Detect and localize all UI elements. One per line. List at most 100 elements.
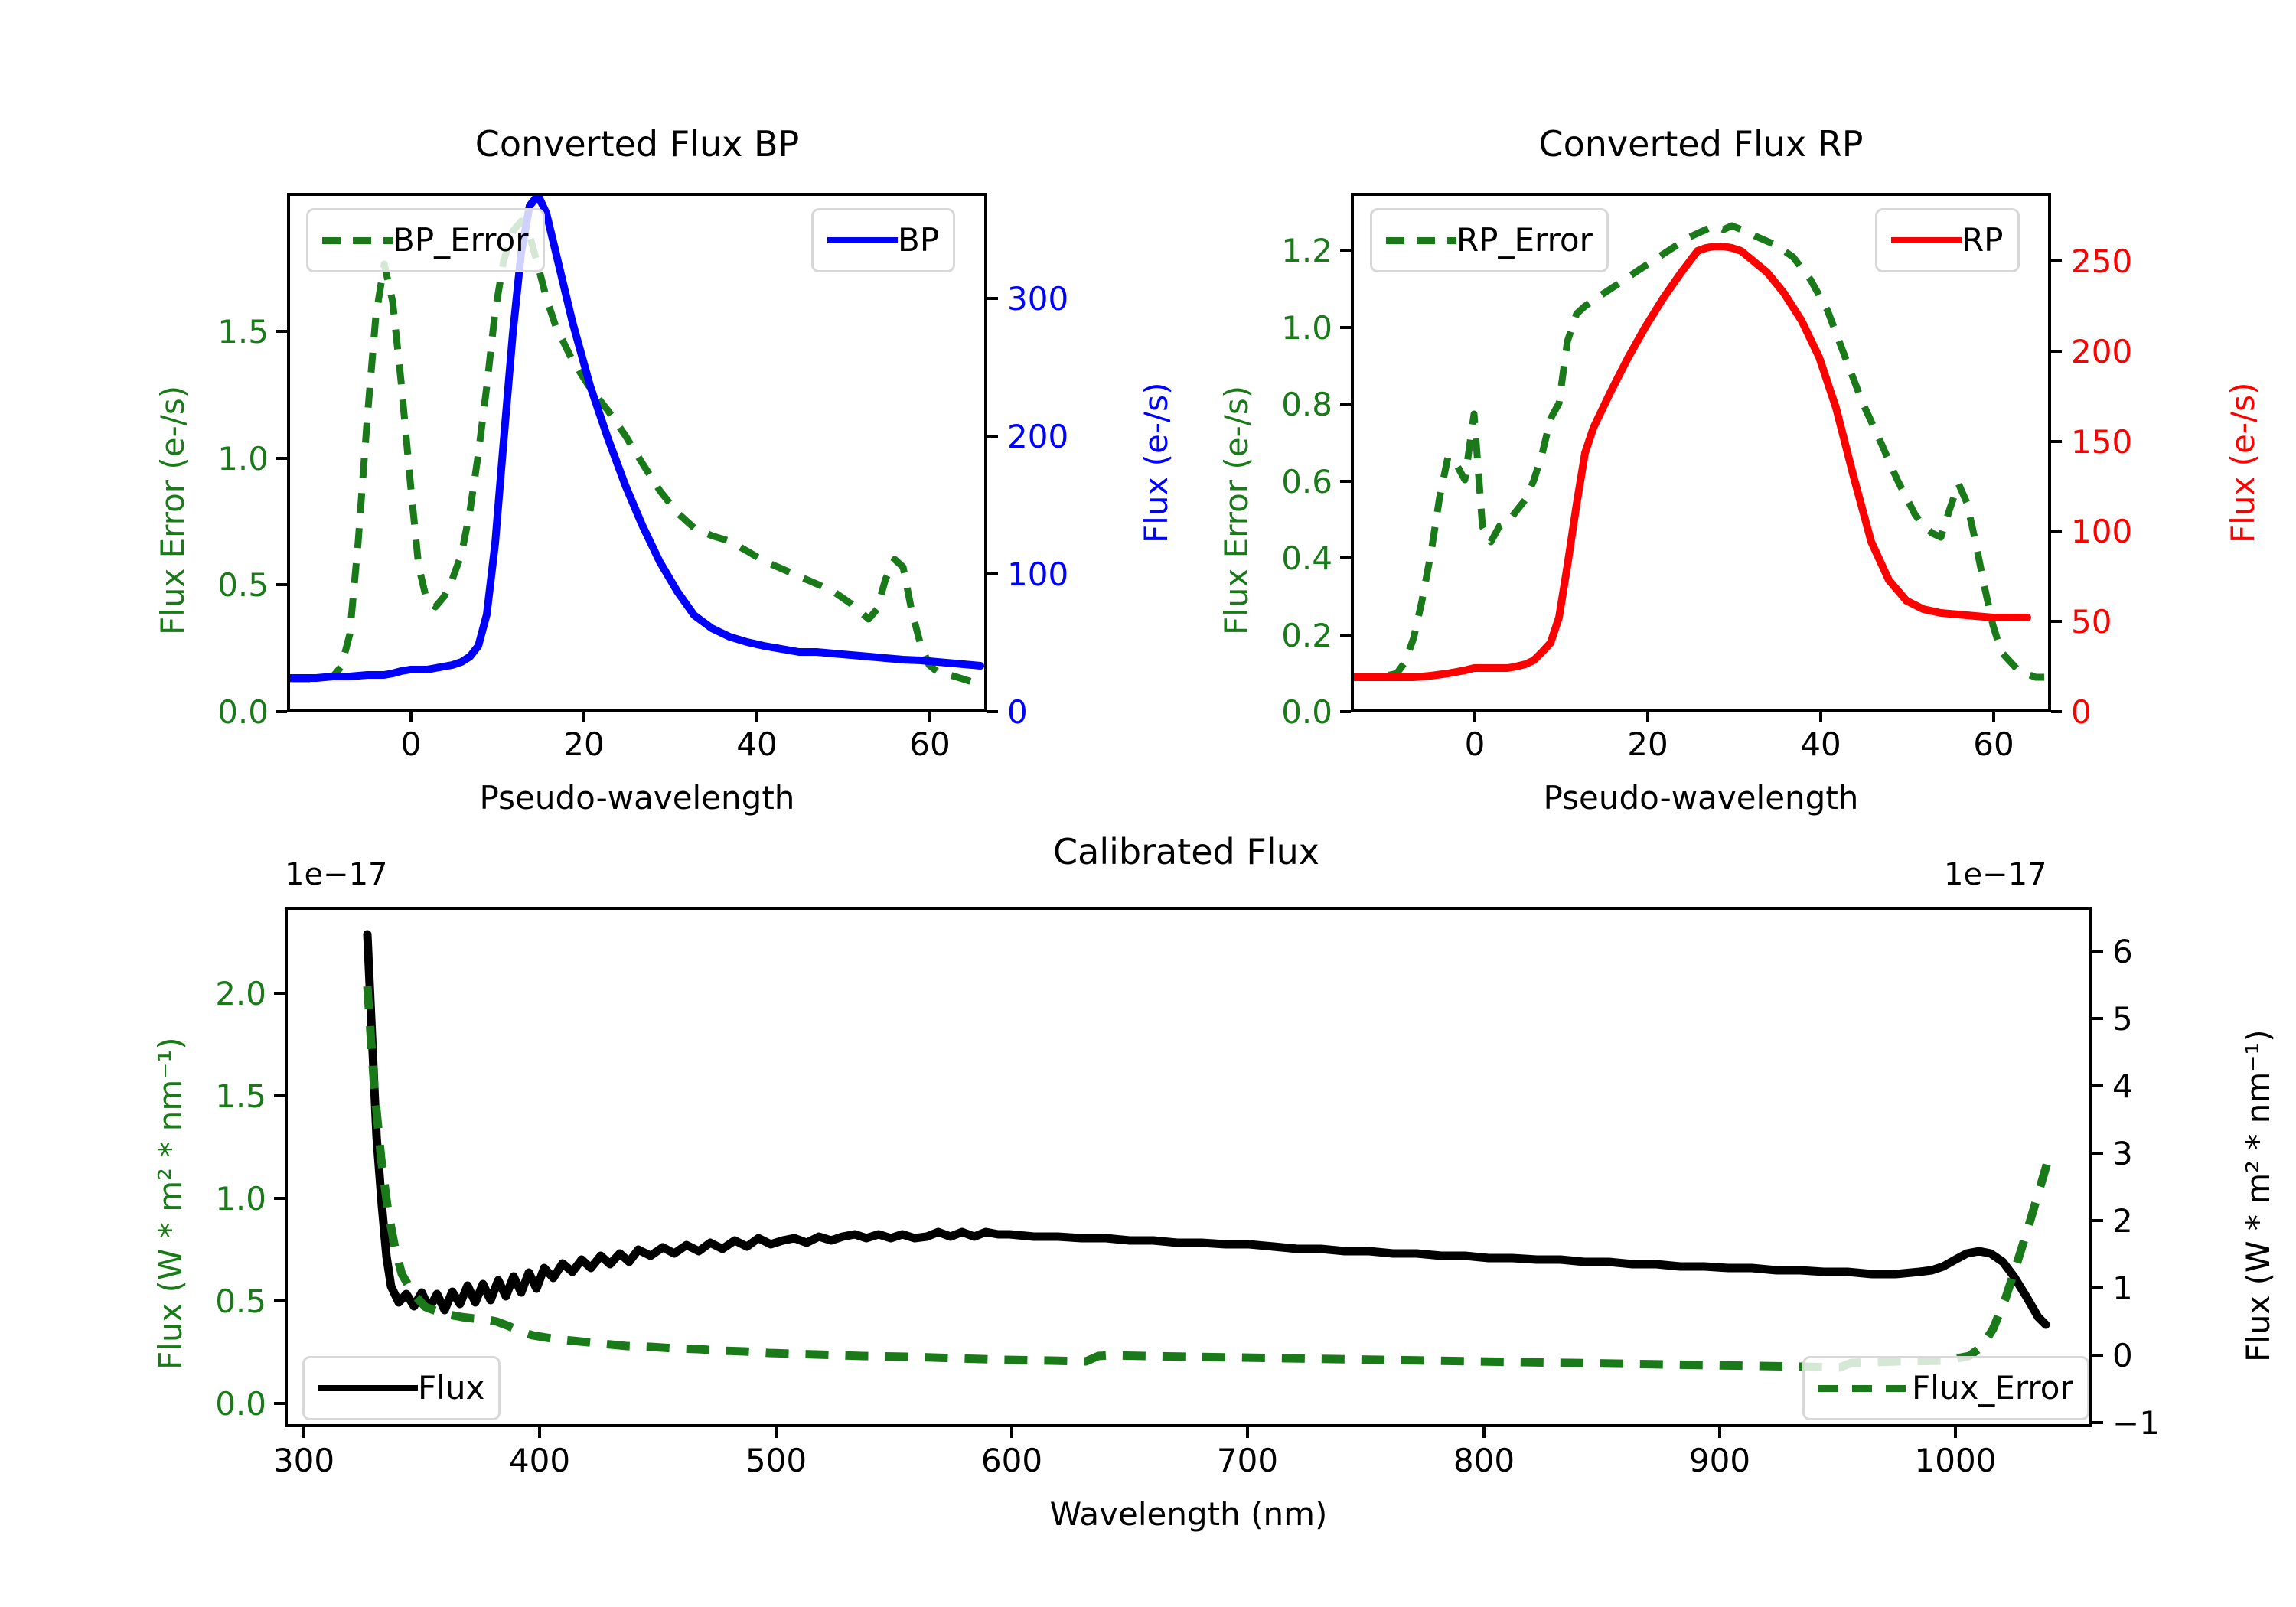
rp-right-tick-4 <box>2051 350 2062 353</box>
rp-error-legend-swatch <box>1386 236 1456 244</box>
rp-flux-legend-label: RP <box>1962 221 2004 259</box>
rp-x-ticklabel-0: 0 <box>1464 725 1486 763</box>
calibrated-right-ticklabel-6: 5 <box>2112 1000 2133 1038</box>
calibrated-left-tick-0 <box>274 1402 285 1405</box>
calibrated-flux-error-line <box>363 986 2053 1372</box>
rp-x-tick-1 <box>1646 712 1649 722</box>
bp-left-tick-0 <box>276 710 287 713</box>
rp-right-ticklabel-2: 100 <box>2071 513 2133 550</box>
bp-right-ticklabel-3: 300 <box>1007 280 1069 318</box>
rp-x-tick-0 <box>1473 712 1476 722</box>
rp-plot-area <box>1354 196 2048 709</box>
calibrated-left-ticklabel-0: 0.0 <box>215 1385 266 1423</box>
rp-left-tick-4 <box>1340 403 1351 406</box>
calibrated-right-ticklabel-7: 6 <box>2112 933 2133 970</box>
bp-left-axis-label: Flux Error (e-/s) <box>154 385 191 635</box>
calibrated-flux-legend[interactable]: Flux <box>302 1356 501 1420</box>
calibrated-right-tick-4 <box>2092 1152 2103 1155</box>
bp-right-tick-0 <box>987 710 998 713</box>
calibrated-right-tick-3 <box>2092 1219 2103 1222</box>
bp-series-svg <box>290 196 984 688</box>
bp-right-tick-2 <box>987 435 998 438</box>
bp-flux-legend-label: BP <box>898 221 940 259</box>
rp-right-ticklabel-0: 0 <box>2071 693 2092 731</box>
bp-error-legend-label: BP_Error <box>393 221 529 259</box>
calibrated-x-ticklabel-2: 500 <box>745 1442 807 1479</box>
bp-flux-legend[interactable]: BP <box>811 208 956 272</box>
calibrated-left-ticklabel-3: 1.5 <box>215 1077 266 1115</box>
bp-right-tick-3 <box>987 297 998 300</box>
rp-error-legend[interactable]: RP_Error <box>1370 208 1609 272</box>
calibrated-flux-error-legend[interactable]: Flux_Error <box>1802 1356 2089 1420</box>
bp-left-tick-2 <box>276 457 287 460</box>
bp-plot-frame <box>287 193 987 712</box>
rp-x-tick-2 <box>1819 712 1822 722</box>
rp-flux-legend-swatch <box>1891 237 1962 243</box>
calibrated-right-tick-1 <box>2092 1354 2103 1357</box>
rp-left-ticklabel-4: 0.8 <box>1281 386 1332 423</box>
calibrated-x-ticklabel-7: 1000 <box>1914 1442 1997 1479</box>
rp-flux-legend[interactable]: RP <box>1875 208 2020 272</box>
rp-right-ticklabel-4: 200 <box>2071 333 2133 370</box>
calibrated-x-tick-6 <box>1718 1427 1721 1438</box>
rp-left-tick-1 <box>1340 634 1351 637</box>
calibrated-right-tick-0 <box>2092 1421 2103 1424</box>
calibrated-x-ticklabel-1: 400 <box>508 1442 571 1479</box>
calibrated-right-tick-6 <box>2092 1017 2103 1020</box>
bp-left-tick-3 <box>276 330 287 333</box>
rp-left-tick-2 <box>1340 556 1351 559</box>
rp-right-ticklabel-5: 250 <box>2071 243 2133 280</box>
bp-error-legend[interactable]: BP_Error <box>306 208 545 272</box>
rp-left-ticklabel-1: 0.2 <box>1281 617 1332 654</box>
bp-x-ticklabel-0: 0 <box>400 725 422 763</box>
bp-plot-area <box>290 196 984 709</box>
rp-error-legend-label: RP_Error <box>1456 221 1593 259</box>
calibrated-right-offset-text: 1e−17 <box>1944 857 2047 892</box>
calibrated-x-ticklabel-5: 800 <box>1453 1442 1515 1479</box>
rp-x-ticklabel-3: 60 <box>1973 725 2014 763</box>
calibrated-right-ticklabel-4: 3 <box>2112 1135 2133 1172</box>
bp-right-tick-1 <box>987 572 998 575</box>
calibrated-x-axis-label: Wavelength (nm) <box>1049 1495 1328 1533</box>
calibrated-flux-legend-label: Flux <box>418 1369 485 1407</box>
calibrated-plot-area <box>288 910 2089 1424</box>
rp-right-axis-label: Flux (e-/s) <box>2224 382 2262 543</box>
calibrated-x-ticklabel-6: 900 <box>1688 1442 1751 1479</box>
rp-x-ticklabel-2: 40 <box>1800 725 1841 763</box>
bp-error-legend-swatch <box>322 236 393 244</box>
calibrated-x-tick-5 <box>1482 1427 1486 1438</box>
rp-right-tick-3 <box>2051 440 2062 443</box>
rp-right-ticklabel-1: 50 <box>2071 603 2112 641</box>
calibrated-left-ticklabel-2: 1.0 <box>215 1180 266 1217</box>
calibrated-flux-line <box>363 930 2050 1329</box>
rp-series-svg <box>1354 222 2044 681</box>
calibrated-x-tick-7 <box>1954 1427 1957 1438</box>
bp-x-tick-1 <box>582 712 585 722</box>
rp-left-ticklabel-6: 1.2 <box>1281 232 1332 269</box>
bp-right-axis-label: Flux (e-/s) <box>1137 382 1175 543</box>
rp-left-tick-0 <box>1340 710 1351 713</box>
calibrated-flux-legend-swatch <box>318 1385 418 1391</box>
rp-x-ticklabel-1: 20 <box>1627 725 1668 763</box>
calibrated-series-svg <box>363 930 2053 1372</box>
rp-right-tick-5 <box>2051 259 2062 262</box>
bp-right-ticklabel-0: 0 <box>1007 693 1028 731</box>
bp-x-ticklabel-1: 20 <box>563 725 605 763</box>
calibrated-panel-title: Calibrated Flux <box>1053 831 1319 872</box>
calibrated-left-tick-4 <box>274 992 285 995</box>
calibrated-left-tick-3 <box>274 1094 285 1097</box>
bp-left-tick-1 <box>276 583 287 586</box>
rp-left-ticklabel-3: 0.6 <box>1281 463 1332 500</box>
bp-error-line <box>290 217 982 688</box>
rp-x-tick-3 <box>1992 712 1995 722</box>
bp-x-ticklabel-2: 40 <box>736 725 778 763</box>
rp-error-line <box>1354 222 2044 681</box>
calibrated-right-tick-5 <box>2092 1084 2103 1087</box>
rp-right-tick-2 <box>2051 530 2062 533</box>
bp-x-tick-2 <box>755 712 758 722</box>
calibrated-left-ticklabel-4: 2.0 <box>215 975 266 1012</box>
bp-x-tick-3 <box>928 712 931 722</box>
calibrated-x-ticklabel-3: 600 <box>980 1442 1043 1479</box>
calibrated-right-tick-7 <box>2092 950 2103 953</box>
